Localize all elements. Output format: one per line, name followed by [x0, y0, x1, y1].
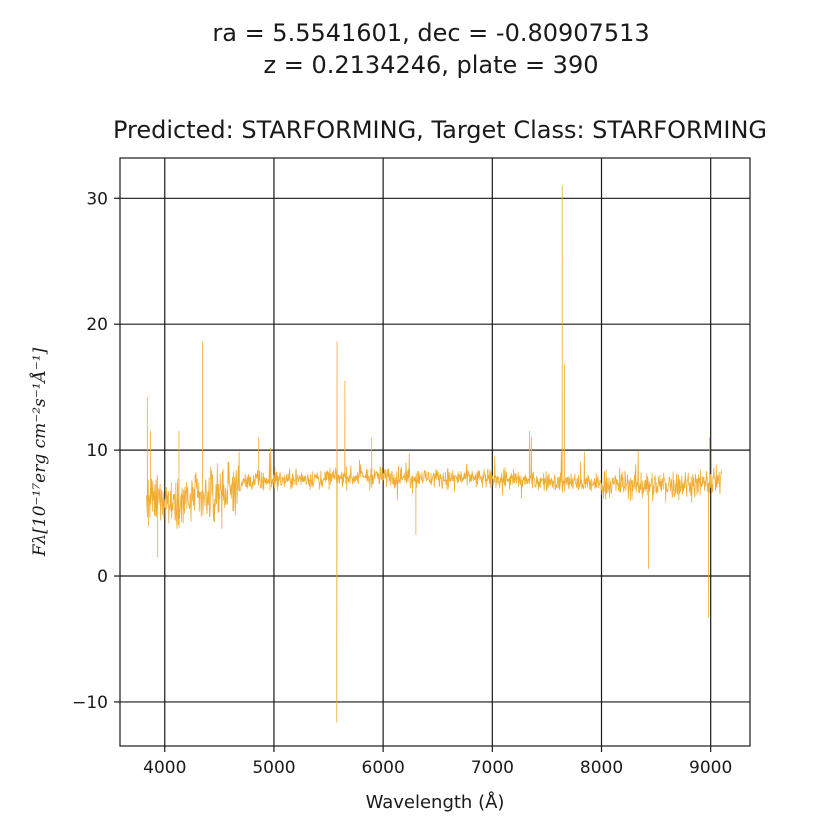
x-tick-label: 5000: [252, 758, 295, 778]
chart-title-line-2: z = 0.2134246, plate = 390: [264, 51, 599, 79]
x-ticks: 4000 5000 6000 7000 8000 9000: [143, 746, 732, 778]
y-axis-label: Fλ[10⁻¹⁷erg cm⁻²s⁻¹Å⁻¹]: [29, 347, 50, 557]
y-tick-label: 0: [97, 567, 108, 587]
x-tick-label: 6000: [362, 758, 405, 778]
spectrum-line: [145, 185, 723, 723]
y-tick-label: −10: [72, 693, 108, 713]
y-tick-label: 20: [86, 315, 108, 335]
x-tick-label: 8000: [580, 758, 623, 778]
x-tick-label: 9000: [689, 758, 732, 778]
y-tick-label: 30: [86, 189, 108, 209]
spectrum-series: [145, 185, 723, 723]
x-tick-label: 4000: [143, 758, 186, 778]
x-axis-label: Wavelength (Å): [366, 791, 505, 813]
chart-title-line-3: Predicted: STARFORMING, Target Class: ST…: [113, 116, 767, 144]
y-tick-label: 10: [86, 441, 108, 461]
x-tick-label: 7000: [471, 758, 514, 778]
y-ticks: −10 0 10 20 30: [72, 189, 120, 713]
axes-frame: [119, 157, 751, 747]
grid: [120, 158, 750, 746]
chart-title-line-1: ra = 5.5541601, dec = -0.80907513: [212, 19, 649, 47]
